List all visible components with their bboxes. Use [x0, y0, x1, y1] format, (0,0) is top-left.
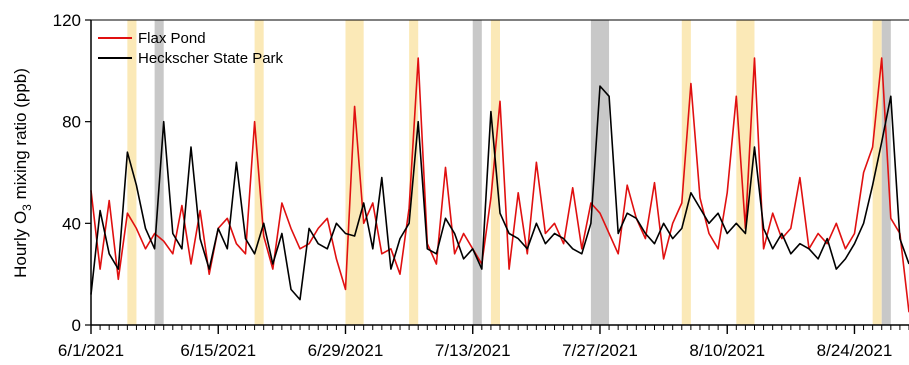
series-lines — [90, 57, 909, 313]
x-ticks: 6/1/2021 6/15/2021 6/29/2021 7/13/2021 7/27/… — [58, 325, 909, 360]
yellow-highlight-band — [345, 20, 364, 325]
series-line-heckscher — [90, 85, 909, 301]
x-tick-label: 8/24/2021 — [817, 341, 893, 360]
x-tick-label: 6/15/2021 — [180, 341, 256, 360]
x-tick-label: 6/1/2021 — [58, 341, 124, 360]
x-tick-label: 6/29/2021 — [308, 341, 384, 360]
yellow-highlight-band — [127, 20, 137, 325]
y-tick-label: 80 — [62, 113, 81, 132]
x-tick-label: 7/13/2021 — [435, 341, 511, 360]
yellow-highlight-band — [736, 20, 755, 325]
legend-label-heckscher: Heckscher State Park — [138, 50, 284, 67]
yellow-highlight-band — [872, 20, 882, 325]
gray-highlight-band — [154, 20, 164, 325]
yellow-highlight-band — [681, 20, 691, 325]
y-tick-label: 40 — [62, 214, 81, 233]
x-tick-label: 8/10/2021 — [689, 341, 765, 360]
yellow-highlight-band — [490, 20, 500, 325]
gray-highlight-band — [881, 20, 891, 325]
legend: Flax Pond Heckscher State Park — [98, 30, 284, 67]
y-tick-label: 0 — [72, 316, 81, 335]
legend-label-flax-pond: Flax Pond — [138, 30, 206, 47]
series-line-flax-pond — [90, 57, 909, 313]
gray-highlight-band — [472, 20, 482, 325]
y-axis-title: Hourly O3 mixing ratio (ppb) — [11, 68, 34, 278]
x-tick-label: 7/27/2021 — [562, 341, 638, 360]
gray-highlight-band — [590, 20, 610, 325]
y-tick-label: 120 — [53, 11, 81, 30]
y-ticks: 0 40 80 120 — [53, 11, 91, 335]
